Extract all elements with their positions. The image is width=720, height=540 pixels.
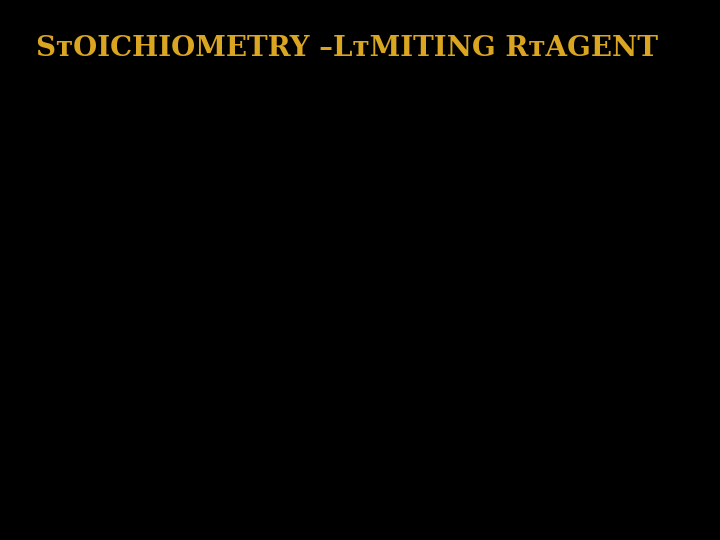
Bar [140,161,274,184]
Text: 1 mol of Cl₂: 1 mol of Cl₂ [252,152,324,165]
Text: 3.20 mol of Cl₂!: 3.20 mol of Cl₂! [253,467,351,480]
Text: with 6.70 mol of Na: with 6.70 mol of Na [241,319,364,332]
Text: How much Chlorine did: How much Chlorine did [222,383,383,396]
Text: Cl₂ is needed to react: Cl₂ is needed to react [235,292,370,305]
Text: know: know [66,163,99,176]
Text: calculate the minimum: calculate the minimum [11,372,155,384]
Text: between sodium and: between sodium and [17,319,148,332]
Text: had?: had? [286,436,319,449]
Text: 6.70 mol of Na and: 6.70 mol of Na and [23,266,143,279]
Text: what we: what we [56,142,109,155]
Text: SᴛOICHIOMETRY –LᴛMITING RᴛAGENT: SᴛOICHIOMETRY –LᴛMITING RᴛAGENT [36,35,658,62]
Text: can see that 3.35 mol of: can see that 3.35 mol of [226,266,379,279]
Text: Required amount of: Required amount of [428,118,552,131]
Text: chlorine, we can: chlorine, we can [32,345,134,358]
Text: Knowing that we have: Knowing that we have [13,239,153,252]
Text: take place: take place [50,451,115,464]
Text: 2 mol of Na: 2 mol of Na [252,180,324,193]
Text: Using the mole ratio, we: Using the mole ratio, we [225,239,379,252]
Text: Mole Ratio: Mole Ratio [255,134,321,147]
Text: why?: why? [503,409,534,422]
Text: = 3.35 mol of Cl₂: = 3.35 mol of Cl₂ [436,166,543,179]
Text: need for this reaction to: need for this reaction to [7,424,158,437]
Text: the problem say we: the problem say we [233,409,372,422]
Text: reagent.: reagent. [492,319,545,332]
Text: 6.70 mol of Na: 6.70 mol of Na [22,166,114,179]
Text: knowing the mole ratio: knowing the mole ratio [10,292,156,305]
Text: Can someone explain: Can someone explain [451,383,586,396]
Text: Start with: Start with [53,120,113,133]
Text: Chlorine: Chlorine [464,139,516,152]
Text: amount of chlorine we: amount of chlorine we [12,398,153,411]
Text: Cl₂ is the limiting: Cl₂ is the limiting [465,292,572,305]
Text: enough Cl₂,: enough Cl₂, [482,266,554,279]
Text: Because we do not have: Because we do not have [441,239,595,252]
